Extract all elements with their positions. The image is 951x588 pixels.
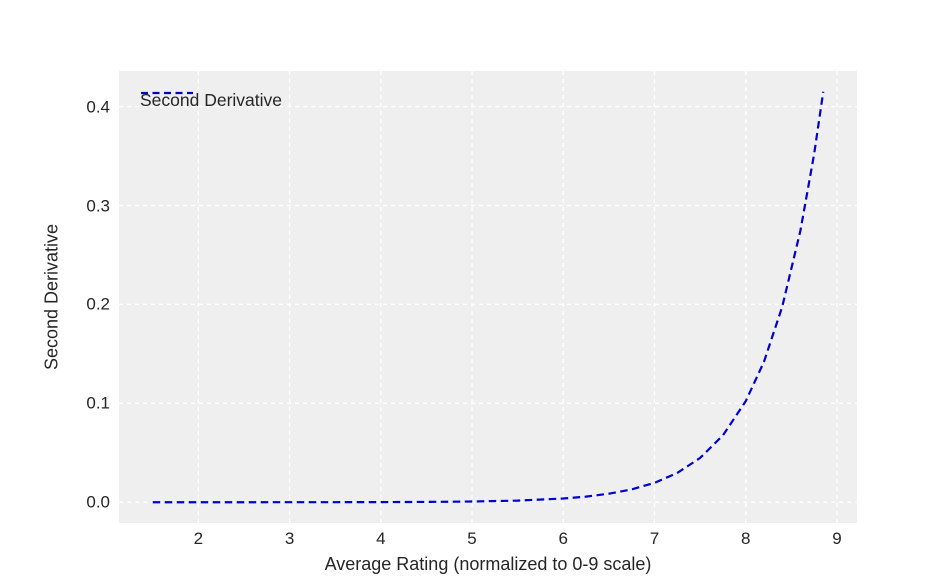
- y-tick-label: 0.2: [86, 294, 110, 314]
- second-derivative-curve: [152, 91, 825, 504]
- x-tick-label: 5: [467, 529, 477, 548]
- y-tick-label: 0.1: [86, 393, 110, 413]
- x-axis-label: Average Rating (normalized to 0-9 scale): [324, 554, 652, 574]
- plot-area: Second Derivative: [119, 71, 857, 523]
- x-tick-label: 7: [649, 529, 660, 548]
- x-tick-label: 9: [832, 529, 842, 548]
- y-tick-label: 0.0: [86, 492, 110, 512]
- x-tick-label: 4: [376, 529, 386, 548]
- x-tick-label: 6: [558, 529, 568, 548]
- x-tick-label: 2: [193, 529, 204, 548]
- x-tick-label: 8: [740, 529, 751, 548]
- y-tick-label: 0.4: [86, 97, 110, 117]
- y-axis-label: Second Derivative: [41, 223, 62, 371]
- gridlines: [119, 71, 857, 523]
- x-tick-label: 3: [284, 529, 295, 548]
- series-layer: [152, 91, 825, 504]
- y-tick-label: 0.3: [86, 196, 110, 215]
- chart-canvas: [119, 71, 857, 523]
